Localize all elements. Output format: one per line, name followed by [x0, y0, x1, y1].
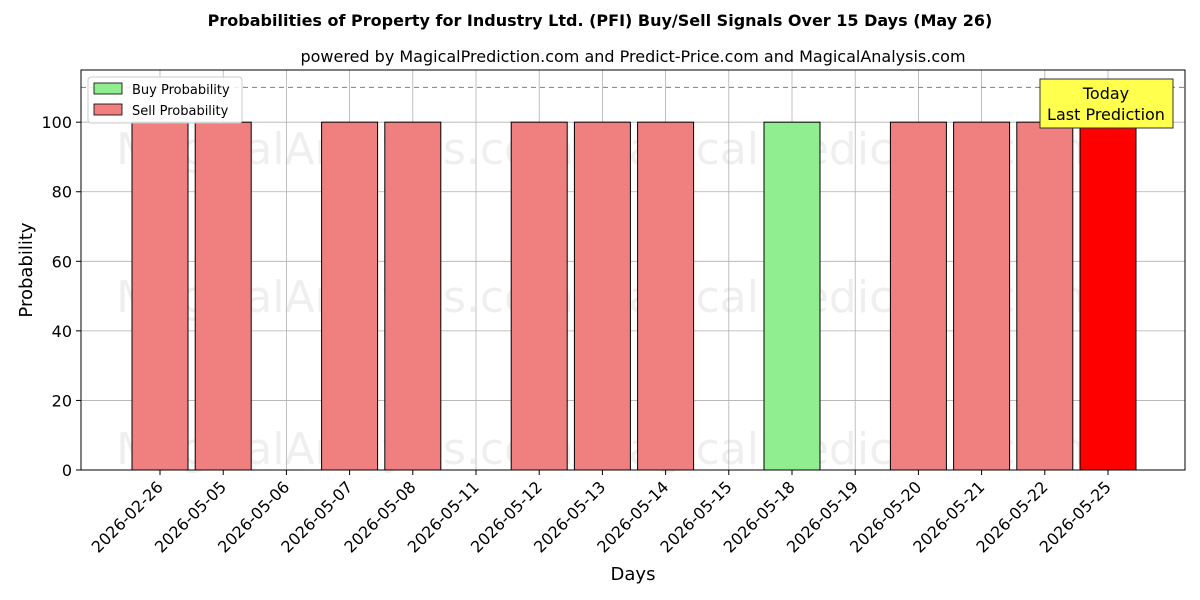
bar-sell-2026-05-20 [889, 121, 947, 471]
plot-frame [80, 69, 1186, 471]
y-tick-label: 0 [62, 461, 72, 480]
legend-frame [87, 76, 243, 124]
bar-sell-2026-05-12 [510, 121, 568, 471]
chart-subtitle: powered by MagicalPrediction.com and Pre… [300, 47, 965, 66]
legend-swatch-sell [93, 103, 123, 116]
bar-sell-2026-05-08 [384, 121, 442, 471]
bar-sell-2026-05-13 [573, 121, 631, 471]
bar-buy-2026-05-18 [763, 121, 821, 471]
y-axis-label: Probability [16, 222, 37, 317]
legend-label-buy: Buy Probability [132, 83, 230, 98]
bar-sell-2026-02-26 [131, 121, 189, 471]
y-tick-label: 60 [52, 252, 72, 271]
bar-sell-2026-05-07 [321, 121, 379, 471]
today-annotation: Today Last Prediction [1039, 78, 1174, 129]
chart-title: Probabilities of Property for Industry L… [208, 11, 993, 30]
bar-sell-2026-05-22 [1016, 121, 1074, 471]
x-axis-label: Days [611, 564, 656, 585]
y-tick-label: 100 [41, 113, 72, 132]
bar-sell-2026-05-21 [953, 121, 1011, 471]
legend-swatch-buy [93, 82, 123, 95]
bar-sell-2026-05-05 [194, 121, 252, 471]
y-tick-label: 20 [52, 391, 72, 410]
y-tick-label: 80 [52, 183, 72, 202]
legend-label-sell: Sell Probability [132, 104, 229, 119]
today-annotation-line2: Last Prediction [1047, 105, 1165, 124]
today-annotation-box [1039, 78, 1174, 129]
y-tick-label: 40 [52, 322, 72, 341]
bar-sell-2026-05-25 [1079, 121, 1137, 471]
bar-layer [131, 121, 1137, 471]
legend: Buy Probability Sell Probability [87, 76, 243, 124]
today-annotation-line1: Today [1082, 84, 1129, 103]
bar-sell-2026-05-14 [637, 121, 695, 471]
